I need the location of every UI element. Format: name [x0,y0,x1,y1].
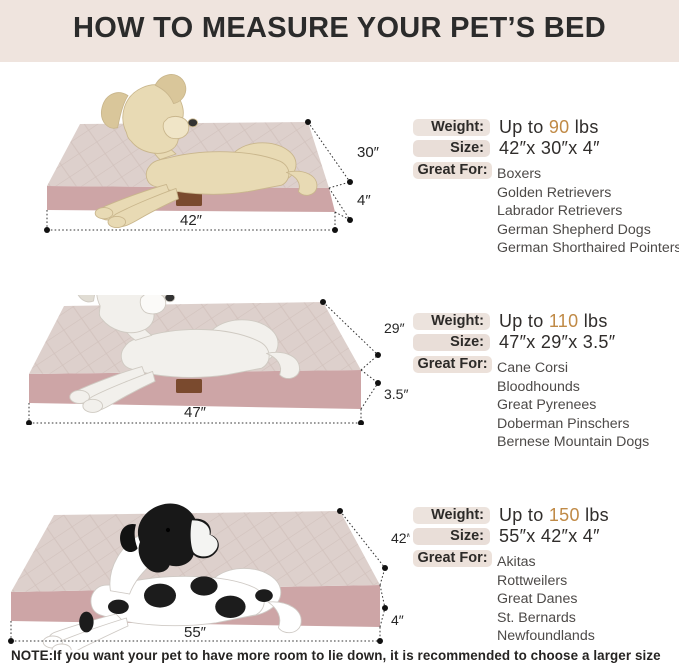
svg-text:42″: 42″ [391,530,410,546]
svg-text:3.5″: 3.5″ [384,386,408,402]
svg-text:55″: 55″ [184,624,207,641]
svg-text:29″: 29″ [384,320,405,336]
svg-text:30″: 30″ [357,144,380,161]
svg-text:47″: 47″ [184,404,207,421]
svg-text:42″: 42″ [180,212,203,229]
svg-text:4″: 4″ [357,192,371,209]
svg-text:4″: 4″ [391,612,404,628]
